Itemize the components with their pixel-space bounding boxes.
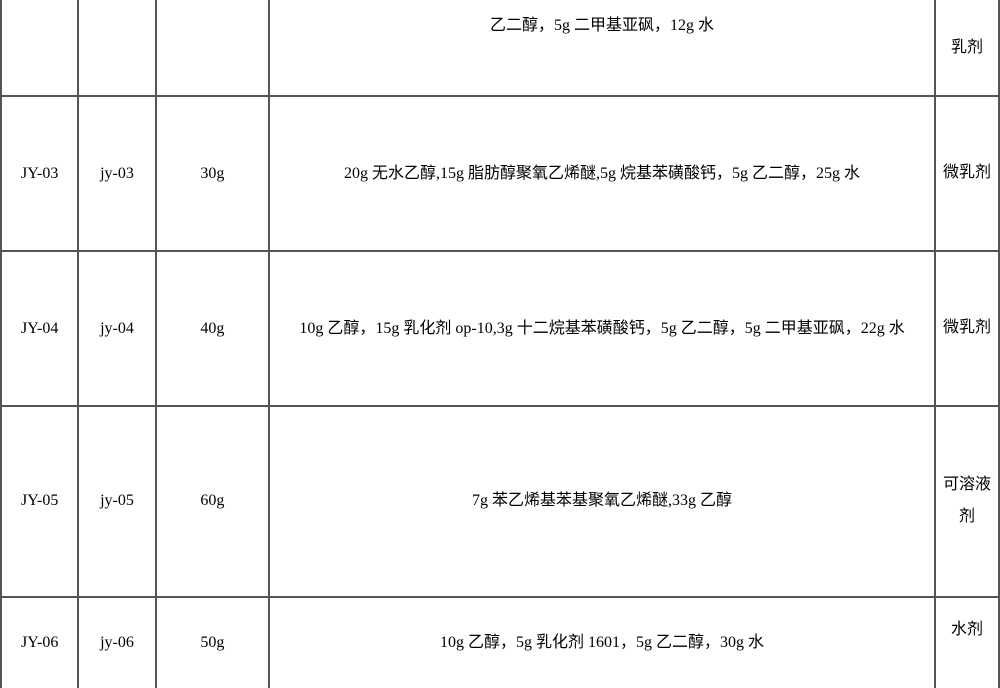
cell-description: 20g 无水乙醇,15g 脂肪醇聚氧乙烯醚,5g 烷基苯磺酸钙，5g 乙二醇，2… [269,96,935,251]
cell-code2: jy-05 [78,406,155,597]
cell-amount: 30g [156,96,269,251]
table-row: JY-04 jy-04 40g 10g 乙醇，15g 乳化剂 op-10,3g … [1,251,999,406]
cell-code1: JY-05 [1,406,78,597]
cell-type: 微乳剂 [935,96,999,251]
cell-amount: 60g [156,406,269,597]
formulation-table-container: 乙二醇，5g 二甲基亚砜，12g 水 乳剂 JY-03 jy-03 30g 20… [0,0,1000,688]
table-row: 乙二醇，5g 二甲基亚砜，12g 水 乳剂 [1,0,999,96]
cell-code1: JY-03 [1,96,78,251]
cell-code1: JY-06 [1,597,78,688]
cell-code2: jy-04 [78,251,155,406]
cell-type: 乳剂 [935,0,999,96]
formulation-table: 乙二醇，5g 二甲基亚砜，12g 水 乳剂 JY-03 jy-03 30g 20… [0,0,1000,688]
table-row: JY-03 jy-03 30g 20g 无水乙醇,15g 脂肪醇聚氧乙烯醚,5g… [1,96,999,251]
cell-type: 微乳剂 [935,251,999,406]
cell-code2: jy-06 [78,597,155,688]
cell-code2 [78,0,155,96]
cell-amount [156,0,269,96]
cell-amount: 40g [156,251,269,406]
table-row: JY-05 jy-05 60g 7g 苯乙烯基苯基聚氧乙烯醚,33g 乙醇 可溶… [1,406,999,597]
cell-description: 10g 乙醇，15g 乳化剂 op-10,3g 十二烷基苯磺酸钙，5g 乙二醇，… [269,251,935,406]
cell-amount: 50g [156,597,269,688]
table-row: JY-06 jy-06 50g 10g 乙醇，5g 乳化剂 1601，5g 乙二… [1,597,999,688]
cell-code1 [1,0,78,96]
cell-description: 乙二醇，5g 二甲基亚砜，12g 水 [269,0,935,96]
cell-code1: JY-04 [1,251,78,406]
cell-type: 可溶液剂 [935,406,999,597]
cell-description: 10g 乙醇，5g 乳化剂 1601，5g 乙二醇，30g 水 [269,597,935,688]
cell-description: 7g 苯乙烯基苯基聚氧乙烯醚,33g 乙醇 [269,406,935,597]
cell-code2: jy-03 [78,96,155,251]
cell-type: 水剂 [935,597,999,688]
